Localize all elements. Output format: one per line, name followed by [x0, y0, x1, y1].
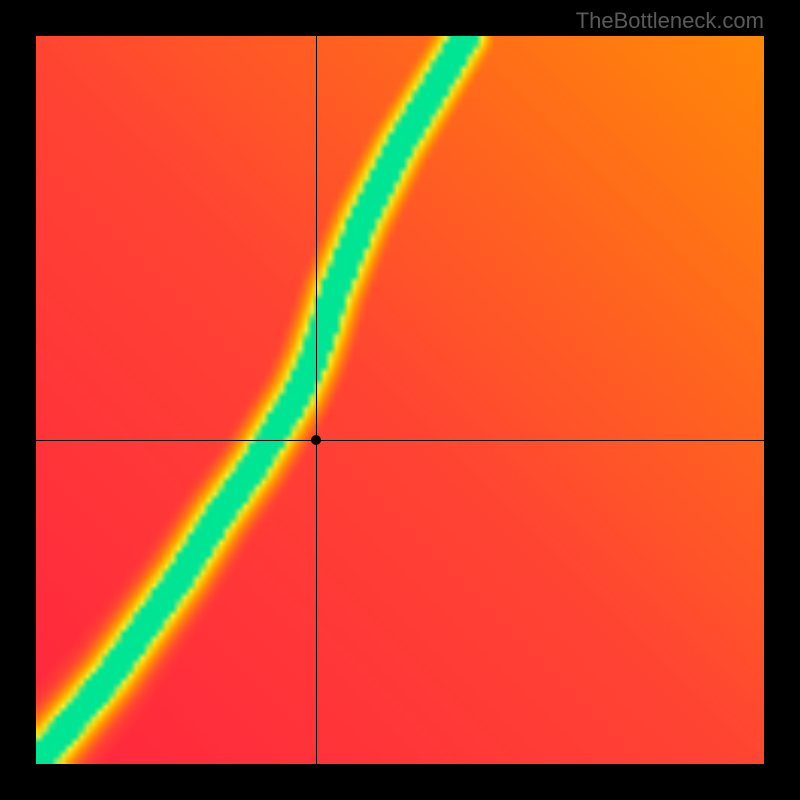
- crosshair-horizontal: [36, 440, 764, 441]
- watermark-text: TheBottleneck.com: [576, 8, 764, 34]
- crosshair-marker: [311, 435, 321, 445]
- crosshair-vertical: [316, 36, 317, 764]
- heatmap-canvas: [36, 36, 764, 764]
- plot-area: [36, 36, 764, 764]
